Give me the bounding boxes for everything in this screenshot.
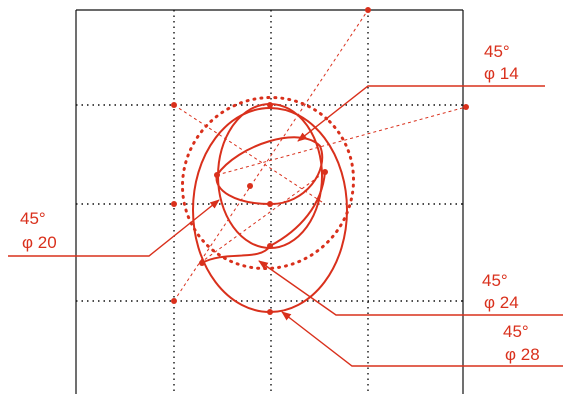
point xyxy=(171,201,177,207)
point xyxy=(247,183,253,189)
label-a14-diameter: φ 14 xyxy=(484,64,519,83)
ellipses xyxy=(180,95,356,313)
ellipse-phi20-dotted xyxy=(180,95,356,271)
leader-phi14 xyxy=(297,85,545,142)
point xyxy=(267,201,273,207)
ellipse-phi14 xyxy=(215,136,324,206)
frame xyxy=(75,9,464,394)
ellipse-phi28 xyxy=(192,107,348,313)
point xyxy=(322,169,328,175)
label-a14-angle: 45° xyxy=(484,42,510,61)
ellipse-phi24 xyxy=(217,103,323,249)
points xyxy=(171,7,469,315)
annotation-labels: 45° φ 14 45° φ 20 45° φ 24 45° φ 28 xyxy=(20,42,540,364)
construction-line-3 xyxy=(216,106,467,176)
point xyxy=(199,260,205,266)
point xyxy=(267,102,273,108)
point xyxy=(214,172,220,178)
leader-phi24 xyxy=(258,260,563,316)
construction-lines xyxy=(173,9,467,302)
label-a20-angle: 45° xyxy=(20,209,46,228)
construction-line-4 xyxy=(199,171,326,264)
ellipse-phi24-lower-arc xyxy=(201,171,326,264)
point xyxy=(171,102,177,108)
point xyxy=(267,243,273,249)
label-a28-angle: 45° xyxy=(503,322,529,341)
point xyxy=(171,298,177,304)
leader-lines xyxy=(8,85,563,367)
leader-phi28 xyxy=(281,311,563,367)
label-a28-diameter: φ 28 xyxy=(505,345,540,364)
label-a24-diameter: φ 24 xyxy=(484,293,519,312)
label-a20-diameter: φ 20 xyxy=(22,233,57,252)
point xyxy=(267,309,273,315)
point xyxy=(365,7,371,13)
construction-line-2 xyxy=(173,104,326,205)
point xyxy=(463,104,469,110)
construction-line-1 xyxy=(173,9,369,302)
leader-phi20 xyxy=(8,199,220,257)
label-a24-angle: 45° xyxy=(482,271,508,290)
